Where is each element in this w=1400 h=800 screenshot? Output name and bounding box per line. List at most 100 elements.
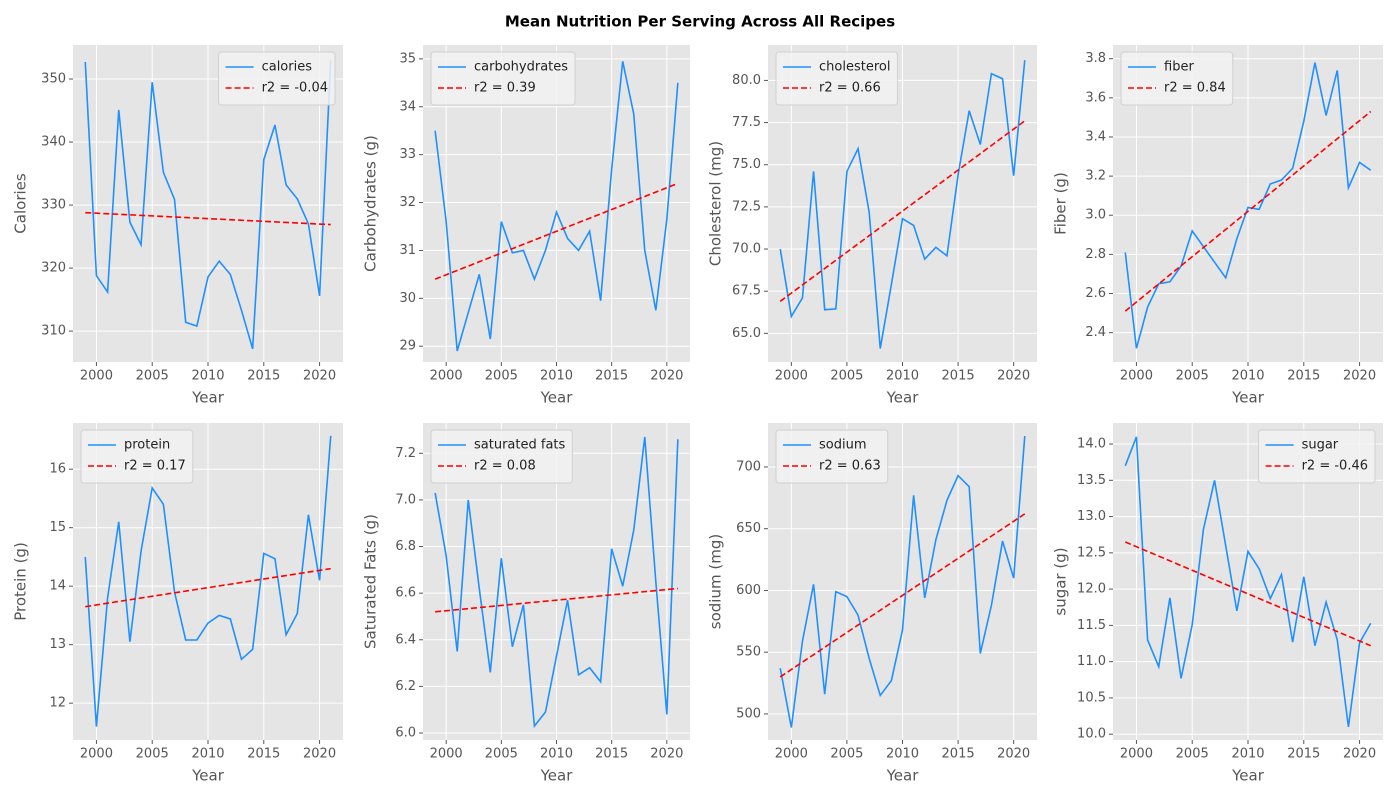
- x-axis-label: Year: [1231, 767, 1265, 785]
- x-tick-label: 2005: [830, 747, 863, 762]
- y-tick-label: 2.4: [1085, 325, 1106, 340]
- x-tick-label: 2005: [1176, 747, 1209, 762]
- y-tick-label: 650: [736, 521, 761, 536]
- series-line: [1124, 110, 1372, 312]
- y-axis-label: Protein (g): [12, 542, 30, 621]
- x-axis-label: Year: [191, 389, 225, 407]
- y-tick-label: 12.0: [1077, 582, 1106, 597]
- legend-box: [1120, 51, 1234, 106]
- y-tick-label: 16: [49, 462, 66, 477]
- series-line: [1124, 436, 1372, 728]
- x-tick-label: 2005: [136, 747, 169, 762]
- y-tick-label: 6.0: [395, 726, 416, 741]
- x-tick-label: 2020: [303, 369, 336, 384]
- legend-label: carbohydrates: [474, 60, 568, 75]
- legend: protein r2 = 0.17: [80, 429, 194, 484]
- y-tick-label: 6.4: [395, 632, 416, 647]
- figure-title: Mean Nutrition Per Serving Across All Re…: [505, 13, 895, 31]
- y-tick-label: 30: [399, 291, 416, 306]
- x-axis-label: Year: [540, 389, 574, 407]
- legend-label: saturated fats: [474, 438, 566, 453]
- y-tick-label: 35: [399, 51, 416, 66]
- y-tick-label: 80.0: [732, 73, 761, 88]
- y-tick-label: 70.0: [732, 242, 761, 257]
- y-tick-label: 330: [41, 198, 66, 213]
- x-tick-label: 2010: [886, 747, 919, 762]
- y-axis-label: Carbohydrates (g): [362, 135, 380, 272]
- y-tick-label: 310: [41, 324, 66, 339]
- x-axis-label: Year: [191, 767, 225, 785]
- legend: sugar r2 = -0.46: [1258, 429, 1376, 484]
- legend-box: [775, 429, 889, 484]
- y-tick-label: 320: [41, 261, 66, 276]
- y-tick-label: 31: [399, 243, 416, 258]
- y-tick-label: 75.0: [732, 157, 761, 172]
- y-tick-label: 29: [399, 339, 416, 354]
- y-tick-label: 10.0: [1077, 727, 1106, 742]
- x-tick-label: 2020: [303, 747, 336, 762]
- x-tick-label: 2005: [830, 369, 863, 384]
- y-axis-label: Fiber (g): [1052, 172, 1070, 235]
- y-tick-label: 7.2: [395, 446, 416, 461]
- series-line: [779, 60, 1026, 349]
- x-tick-label: 2000: [775, 747, 808, 762]
- x-tick-label: 2000: [775, 369, 808, 384]
- y-tick-label: 350: [41, 72, 66, 87]
- y-tick-label: 72.5: [732, 199, 761, 214]
- y-tick-label: 33: [399, 147, 416, 162]
- series-line: [434, 61, 679, 352]
- y-tick-label: 500: [736, 706, 761, 721]
- series-line: [85, 567, 331, 608]
- legend: calories r2 = -0.04: [218, 51, 336, 106]
- legend-label: r2 = 0.66: [819, 81, 881, 96]
- x-axis-label: Year: [1231, 389, 1265, 407]
- legend-label: protein: [124, 438, 170, 453]
- x-axis-label: Year: [886, 389, 920, 407]
- y-tick-label: 7.0: [395, 492, 416, 507]
- y-tick-label: 11.5: [1077, 618, 1106, 633]
- x-tick-label: 2020: [1343, 369, 1376, 384]
- y-tick-label: 340: [41, 135, 66, 150]
- legend-box: [80, 429, 194, 484]
- y-tick-label: 6.8: [395, 539, 416, 554]
- x-tick-label: 2005: [136, 369, 169, 384]
- legend-label: r2 = 0.17: [124, 459, 186, 474]
- y-tick-label: 3.4: [1085, 129, 1106, 144]
- y-tick-label: 14: [49, 579, 66, 594]
- series-line: [1124, 62, 1372, 349]
- y-tick-label: 600: [736, 583, 761, 598]
- x-tick-label: 2010: [191, 369, 224, 384]
- x-tick-label: 2005: [485, 747, 518, 762]
- legend-label: sodium: [819, 438, 867, 453]
- legend-box: [775, 51, 898, 106]
- x-tick-label: 2020: [650, 369, 683, 384]
- legend-label: r2 = -0.46: [1302, 459, 1368, 474]
- legend-label: r2 = 0.08: [474, 459, 536, 474]
- x-tick-label: 2000: [1120, 369, 1153, 384]
- x-axis-label: Year: [886, 767, 920, 785]
- x-tick-label: 2000: [80, 369, 113, 384]
- x-tick-label: 2015: [595, 369, 628, 384]
- legend-label: calories: [262, 60, 313, 75]
- x-tick-label: 2010: [886, 369, 919, 384]
- x-tick-label: 2000: [1120, 747, 1153, 762]
- y-axis-label: Cholesterol (mg): [707, 141, 725, 266]
- y-tick-label: 11.0: [1077, 654, 1106, 669]
- y-tick-label: 12.5: [1077, 545, 1106, 560]
- x-tick-label: 2020: [997, 369, 1030, 384]
- y-axis-label: Saturated Fats (g): [362, 514, 380, 649]
- x-tick-label: 2015: [247, 369, 280, 384]
- x-tick-label: 2015: [942, 369, 975, 384]
- x-tick-label: 2000: [430, 747, 463, 762]
- x-tick-label: 2000: [430, 369, 463, 384]
- legend: saturated fats r2 = 0.08: [430, 429, 573, 484]
- x-tick-label: 2020: [650, 747, 683, 762]
- y-tick-label: 14.0: [1077, 437, 1106, 452]
- x-tick-label: 2015: [595, 747, 628, 762]
- y-axis-label: sugar (g): [1052, 547, 1070, 615]
- legend: fiber r2 = 0.84: [1120, 51, 1234, 106]
- series-line: [779, 436, 1026, 728]
- x-tick-label: 2010: [540, 747, 573, 762]
- legend-label: fiber: [1164, 60, 1194, 75]
